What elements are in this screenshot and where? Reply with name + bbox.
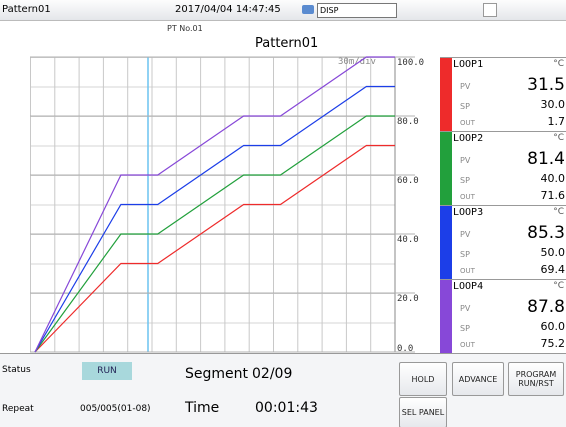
pv-label: PV (460, 156, 471, 165)
advance-button[interactable]: ADVANCE (452, 362, 504, 396)
pt-no: PT No.01 (167, 24, 203, 33)
pv-label: PV (460, 304, 471, 313)
sp: 50.0 (540, 246, 566, 259)
loop-panel: LOOP4 °C PV 87.8 SP 60.0 OUT 75.2 (440, 279, 566, 354)
out-label: OUT (460, 341, 475, 349)
pv: 31.5 (527, 75, 565, 95)
y-tick-label: 60.0 (397, 176, 419, 186)
y-tick-label: 0.0 (397, 344, 413, 354)
pattern-name: Pattern01 (255, 36, 319, 51)
pattern-line (34, 115, 395, 353)
loop-unit: °C (553, 207, 564, 217)
icon (302, 5, 314, 14)
loop-name: LOOP4 (453, 281, 484, 292)
sp: 40.0 (540, 172, 566, 185)
hold-button[interactable]: HOLD (399, 362, 447, 396)
pattern-line (34, 144, 395, 353)
pv-label: PV (460, 230, 471, 239)
repeat-label: Repeat (2, 404, 34, 414)
chart: 30m/div 0.0 20.0 40.0 60.0 80.0 100.0 (30, 56, 425, 354)
out: 75.2 (540, 337, 566, 350)
out-label: OUT (460, 193, 475, 201)
pv: 85.3 (527, 223, 565, 243)
sp-label: SP (460, 324, 470, 333)
sp-label: SP (460, 250, 470, 259)
segment: 02/09 (252, 366, 293, 382)
loop-name: LOOP3 (453, 207, 484, 218)
sel-panel-button[interactable]: SEL PANEL (399, 397, 447, 427)
y-tick-label: 20.0 (397, 294, 419, 304)
loop-panel: LOOP2 °C PV 81.4 SP 40.0 OUT 71.6 (440, 131, 566, 206)
out: 71.6 (540, 189, 566, 202)
loop-name: LOOP2 (453, 133, 484, 144)
out: 1.7 (547, 115, 566, 128)
out: 69.4 (540, 263, 566, 276)
sp-label: SP (460, 102, 470, 111)
loop-unit: °C (553, 59, 564, 69)
pv-label: PV (460, 82, 471, 91)
y-tick-label: 40.0 (397, 235, 419, 245)
loop-color (440, 206, 452, 280)
status: RUN (82, 362, 132, 380)
time-label: Time (185, 400, 220, 416)
pattern-line (34, 85, 395, 353)
sp-label: SP (460, 176, 470, 185)
y-tick-label: 100.0 (397, 58, 424, 68)
program-button[interactable]: PROGRAM RUN/RST (508, 362, 564, 396)
pv: 81.4 (527, 149, 565, 169)
segment-label: Segment (185, 366, 248, 382)
time: 00:01:43 (255, 400, 318, 416)
pattern-line (34, 56, 395, 353)
loop-color (440, 132, 452, 206)
repeat: 005/005(01-08) (80, 404, 151, 414)
sp: 30.0 (540, 98, 566, 111)
loop-unit: °C (553, 281, 564, 291)
pv: 87.8 (527, 297, 565, 317)
sp: 60.0 (540, 320, 566, 333)
loop-panel: LOOP3 °C PV 85.3 SP 50.0 OUT 69.4 (440, 205, 566, 280)
pattern: Pattern01 (2, 4, 51, 15)
out-label: OUT (460, 119, 475, 127)
datetime: 2017/04/04 14:47:45 (175, 4, 281, 15)
out-label: OUT (460, 267, 475, 275)
loop-color (440, 58, 452, 132)
loop-panel: LOOP1 °C PV 31.5 SP 30.0 OUT 1.7 (440, 57, 566, 132)
loop-color (440, 280, 452, 354)
div-label: 30m/div (338, 57, 376, 67)
status-label: Status (2, 365, 31, 375)
loop-unit: °C (553, 133, 564, 143)
small-icon (483, 3, 497, 17)
vertical-grid (30, 57, 395, 352)
header-bar (0, 0, 566, 21)
mode-box[interactable]: DISP (317, 3, 397, 18)
loop-name: LOOP1 (453, 59, 484, 70)
y-tick-label: 80.0 (397, 117, 419, 127)
